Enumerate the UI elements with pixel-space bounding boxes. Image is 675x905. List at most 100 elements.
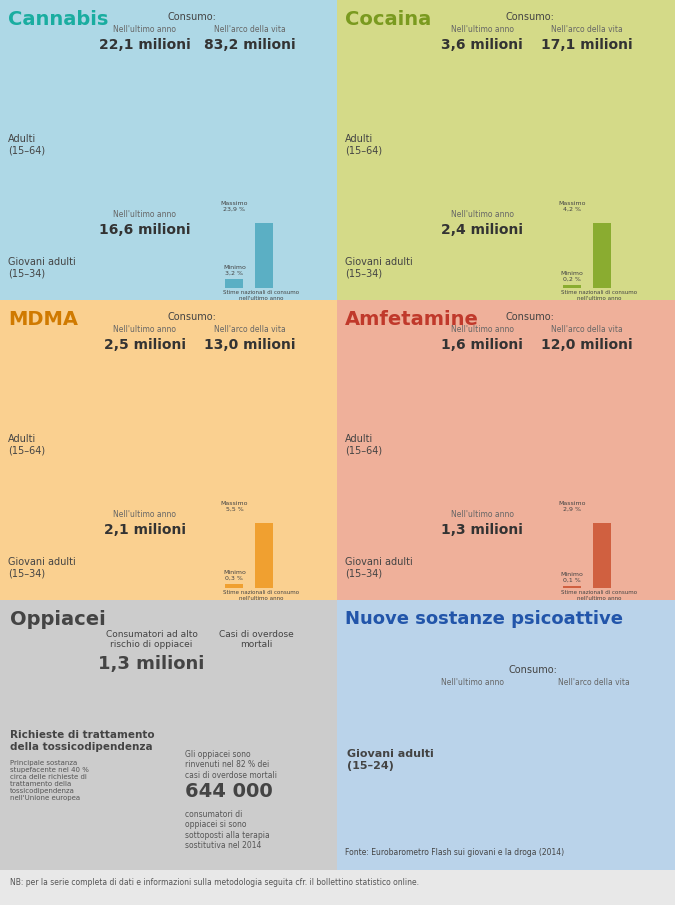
- Text: 644 000: 644 000: [186, 782, 273, 801]
- Text: Amfetamine: Amfetamine: [345, 310, 479, 329]
- Text: Nell'ultimo anno: Nell'ultimo anno: [113, 210, 176, 219]
- Text: 3,9 %: 3,9 %: [232, 446, 267, 456]
- Text: 1,3 milioni: 1,3 milioni: [441, 523, 523, 537]
- Text: Giovani adulti
(15–34): Giovani adulti (15–34): [8, 257, 76, 279]
- Text: Consumo:: Consumo:: [505, 312, 554, 322]
- Wedge shape: [249, 405, 259, 445]
- Wedge shape: [145, 105, 161, 145]
- Text: 6,6 %: 6,6 %: [128, 146, 163, 156]
- Text: Fonte: Eurobarometro Flash sui giovani e la droga (2014): Fonte: Eurobarometro Flash sui giovani e…: [345, 848, 564, 857]
- Text: 24,8 %: 24,8 %: [228, 146, 271, 156]
- Text: 5,1 %: 5,1 %: [570, 146, 604, 156]
- Text: Casi di overdose
mortali: Casi di overdose mortali: [219, 630, 294, 650]
- Text: Cannabis: Cannabis: [8, 10, 109, 29]
- Wedge shape: [472, 718, 480, 760]
- Text: Nell'ultimo anno: Nell'ultimo anno: [451, 325, 514, 334]
- Text: 0,8 %: 0,8 %: [128, 446, 162, 456]
- Circle shape: [442, 528, 522, 608]
- Text: Oppiacei: Oppiacei: [10, 610, 106, 629]
- Circle shape: [552, 718, 636, 802]
- Circle shape: [442, 228, 522, 308]
- Text: 13,3 %: 13,3 %: [124, 269, 166, 279]
- Text: Adulti
(15–64): Adulti (15–64): [345, 434, 382, 456]
- Text: 1,9 %: 1,9 %: [465, 269, 500, 279]
- Text: Nell'ultimo anno: Nell'ultimo anno: [113, 510, 176, 519]
- Text: NB: per la serie completa di dati e informazioni sulla metodologia seguita cfr. : NB: per la serie completa di dati e info…: [10, 878, 419, 887]
- Circle shape: [442, 405, 522, 485]
- Text: Massimo
4,2 %: Massimo 4,2 %: [558, 201, 586, 212]
- Wedge shape: [483, 528, 485, 568]
- Circle shape: [208, 672, 304, 768]
- Text: 3,0 %: 3,0 %: [453, 760, 491, 773]
- Circle shape: [105, 405, 185, 485]
- Text: Giovani adulti
(15–34): Giovani adulti (15–34): [345, 557, 412, 579]
- Text: Nell'arco della vita: Nell'arco della vita: [213, 325, 286, 334]
- Text: Consumo:: Consumo:: [167, 312, 217, 322]
- Wedge shape: [587, 405, 596, 445]
- Text: Stime nazionali di consumo
nell'ultimo anno: Stime nazionali di consumo nell'ultimo a…: [223, 590, 300, 601]
- Text: Adulti
(15–64): Adulti (15–64): [8, 134, 45, 156]
- Wedge shape: [145, 528, 149, 568]
- Text: Nell'arco della vita: Nell'arco della vita: [551, 325, 623, 334]
- Text: Nell'ultimo anno: Nell'ultimo anno: [451, 510, 514, 519]
- Text: Minimo
0,2 %: Minimo 0,2 %: [561, 271, 584, 281]
- Text: Cocaina: Cocaina: [345, 10, 431, 29]
- Circle shape: [105, 528, 185, 608]
- Text: MDMA: MDMA: [8, 310, 78, 329]
- Circle shape: [547, 105, 627, 185]
- Wedge shape: [594, 718, 614, 760]
- Circle shape: [547, 405, 627, 485]
- Text: Giovani adulti
(15–24): Giovani adulti (15–24): [347, 749, 434, 771]
- Text: 1,1 %: 1,1 %: [465, 146, 500, 156]
- Text: 82%: 82%: [238, 719, 275, 735]
- Text: Giovani adulti
(15–34): Giovani adulti (15–34): [8, 557, 76, 579]
- Text: Nuove sostanze psicoattive: Nuove sostanze psicoattive: [345, 610, 623, 628]
- Text: Consumo:: Consumo:: [508, 665, 558, 675]
- Text: 13,0 milioni: 13,0 milioni: [204, 338, 295, 352]
- Text: Massimo
23,9 %: Massimo 23,9 %: [221, 201, 248, 212]
- Text: 17,1 milioni: 17,1 milioni: [541, 38, 633, 52]
- Text: Nell'ultimo anno: Nell'ultimo anno: [113, 25, 176, 34]
- Text: 1,7 %: 1,7 %: [128, 569, 162, 579]
- Text: Adulti
(15–64): Adulti (15–64): [8, 434, 45, 456]
- Text: Massimo
2,9 %: Massimo 2,9 %: [558, 501, 586, 512]
- Text: 12,0 milioni: 12,0 milioni: [541, 338, 633, 352]
- Text: 22,1 milioni: 22,1 milioni: [99, 38, 191, 52]
- Text: 83,2 milioni: 83,2 milioni: [204, 38, 295, 52]
- Text: 2,5 milioni: 2,5 milioni: [104, 338, 186, 352]
- Text: 1,6 milioni: 1,6 milioni: [441, 338, 523, 352]
- Circle shape: [430, 718, 514, 802]
- Text: Massimo
5,5 %: Massimo 5,5 %: [221, 501, 248, 512]
- Wedge shape: [145, 228, 175, 268]
- Circle shape: [105, 105, 185, 185]
- Wedge shape: [483, 105, 485, 145]
- Text: Giovani adulti
(15–34): Giovani adulti (15–34): [345, 257, 412, 279]
- Wedge shape: [145, 782, 185, 854]
- Text: Nell'arco della vita: Nell'arco della vita: [558, 678, 630, 687]
- Text: 1,3 milioni: 1,3 milioni: [99, 655, 205, 673]
- Text: Stime nazionali di consumo
nell'ultimo anno: Stime nazionali di consumo nell'ultimo a…: [561, 290, 637, 300]
- Wedge shape: [587, 105, 599, 145]
- Text: Principale sostanza
stupefacente nel 40 %
circa delle richieste di
trattamento d: Principale sostanza stupefacente nel 40 …: [10, 760, 89, 801]
- Text: Minimo
3,2 %: Minimo 3,2 %: [223, 265, 246, 276]
- Text: Stime nazionali di consumo
nell'ultimo anno: Stime nazionali di consumo nell'ultimo a…: [223, 290, 300, 300]
- Text: 8,0 %: 8,0 %: [574, 760, 614, 773]
- Text: 16,6 milioni: 16,6 milioni: [99, 223, 190, 237]
- Text: Stime nazionali di consumo
nell'ultimo anno: Stime nazionali di consumo nell'ultimo a…: [561, 590, 637, 601]
- Circle shape: [105, 782, 185, 862]
- Wedge shape: [483, 228, 487, 268]
- Text: Adulti
(15–64): Adulti (15–64): [345, 134, 382, 156]
- Wedge shape: [208, 672, 304, 768]
- Text: 2,4 milioni: 2,4 milioni: [441, 223, 523, 237]
- Text: Nell'ultimo anno: Nell'ultimo anno: [451, 25, 514, 34]
- Text: 3,6 milioni: 3,6 milioni: [441, 38, 523, 52]
- Text: Minimo
0,1 %: Minimo 0,1 %: [561, 572, 584, 583]
- Circle shape: [209, 105, 290, 185]
- Text: Gli oppiacei sono
rinvenuti nel 82 % dei
casi di overdose mortali: Gli oppiacei sono rinvenuti nel 82 % dei…: [186, 750, 277, 780]
- Text: 40%: 40%: [128, 821, 161, 835]
- Text: 2,1 milioni: 2,1 milioni: [104, 523, 186, 537]
- Text: Nell'ultimo anno: Nell'ultimo anno: [441, 678, 504, 687]
- Text: Minimo
0,3 %: Minimo 0,3 %: [223, 570, 246, 581]
- Circle shape: [105, 228, 185, 308]
- Text: 0,5 %: 0,5 %: [465, 446, 500, 456]
